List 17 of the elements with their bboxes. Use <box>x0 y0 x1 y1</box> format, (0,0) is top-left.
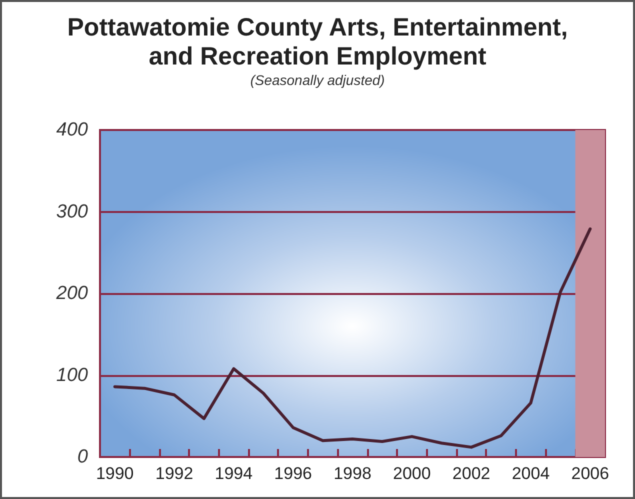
x-tick-label: 1994 <box>214 464 253 483</box>
y-tick-label: 300 <box>56 201 88 222</box>
x-tick-label: 1990 <box>96 464 134 483</box>
chart-title: Pottawatomie County Arts, Entertainment, and Recreation Employment <box>67 14 568 70</box>
x-tick-label: 2002 <box>452 464 490 483</box>
x-tick-label: 1992 <box>155 464 194 483</box>
y-tick-label: 100 <box>56 364 88 386</box>
x-tick-label: 2006 <box>571 464 610 483</box>
y-tick-label: 0 <box>77 446 88 468</box>
y-tick-label: 400 <box>56 120 88 140</box>
x-tick-label: 2004 <box>512 464 550 483</box>
chart-subtitle: (Seasonally adjusted) <box>250 72 385 88</box>
x-tick-label: 1998 <box>334 464 372 483</box>
line-series <box>113 227 592 449</box>
x-tick-label: 1996 <box>274 464 312 483</box>
x-tick-label: 2000 <box>393 464 431 483</box>
y-tick-label: 200 <box>55 283 88 304</box>
